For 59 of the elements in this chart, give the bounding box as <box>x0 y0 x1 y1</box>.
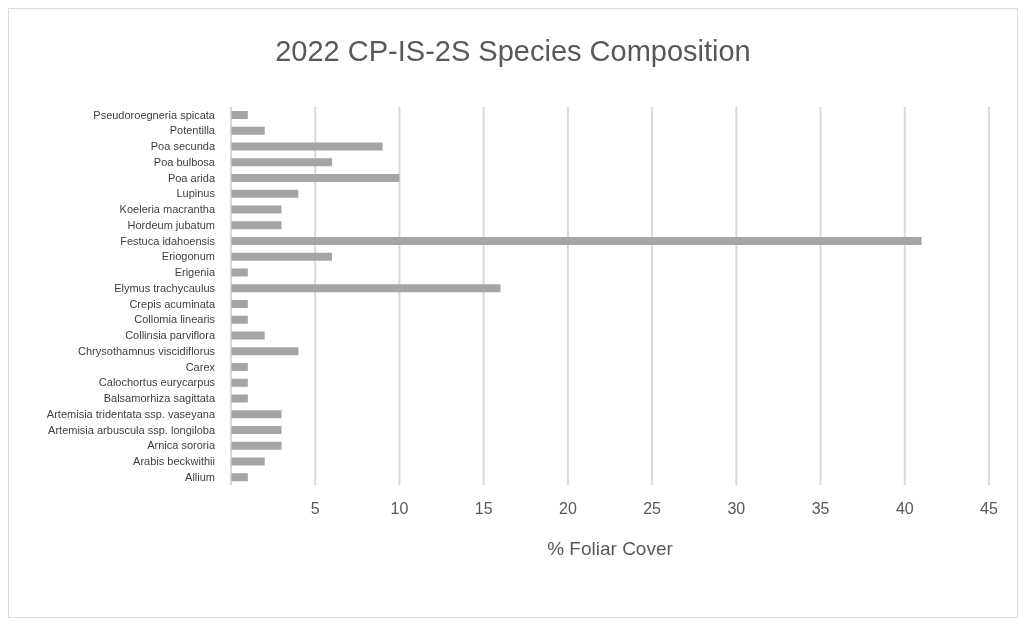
y-tick-label: Artemisia arbuscula ssp. longiloba <box>48 423 216 436</box>
x-tick-label: 45 <box>980 500 998 518</box>
y-tick-label: Poa secunda <box>150 140 216 153</box>
y-tick-label: Artemisia tridentata ssp. vaseyana <box>46 407 216 420</box>
bar <box>231 426 282 434</box>
bar <box>231 174 400 182</box>
x-tick-label: 5 <box>310 500 320 518</box>
y-tick-label: Erigenia <box>174 266 216 279</box>
y-tick-label: Carex <box>185 360 216 373</box>
bar <box>231 378 248 387</box>
y-tick-label: Elymus trachycaulus <box>114 281 216 294</box>
y-tick-label: Hordeum jubatum <box>127 218 215 231</box>
y-tick-label: Poa arida <box>167 171 216 184</box>
x-tick-label: 15 <box>474 500 493 518</box>
y-tick-label: Collinsia parviflora <box>125 329 216 342</box>
y-tick-label: Arnica sororia <box>147 439 216 452</box>
bar <box>231 142 383 151</box>
bar <box>231 221 282 230</box>
bar <box>231 331 265 340</box>
x-axis-title: % Foliar Cover <box>547 538 674 559</box>
y-tick-label: Poa bulbosa <box>153 155 216 168</box>
y-tick-label: Koeleria macrantha <box>119 203 216 216</box>
y-tick-label: Collomia linearis <box>134 313 216 326</box>
bar <box>231 457 265 466</box>
bar <box>231 189 299 198</box>
x-tick-label: 20 <box>558 500 577 518</box>
y-tick-label: Allium <box>185 470 215 483</box>
x-tick-label: 25 <box>643 500 662 518</box>
bar <box>231 284 501 293</box>
bar <box>231 126 265 135</box>
x-tick-label: 35 <box>811 500 830 518</box>
y-tick-label: Potentilla <box>169 124 216 137</box>
bar <box>231 158 333 167</box>
bar <box>231 315 248 324</box>
bar <box>231 237 922 245</box>
x-tick-label: 40 <box>895 500 914 518</box>
bar <box>231 268 248 277</box>
y-tick-label: Pseudoroegneria spicata <box>93 108 216 121</box>
bar <box>231 410 282 419</box>
bar <box>231 347 299 356</box>
y-tick-label: Lupinus <box>176 187 216 200</box>
bar <box>231 473 248 482</box>
chart-title: 2022 CP-IS-2S Species Composition <box>274 34 752 69</box>
x-tick-label: 10 <box>390 500 409 518</box>
y-tick-label: Balsamorhiza sagittata <box>103 392 216 405</box>
y-tick-label: Crepis acuminata <box>129 297 216 310</box>
bar <box>231 300 248 308</box>
x-tick-label: 30 <box>727 500 746 518</box>
bar <box>231 252 333 261</box>
bar <box>231 441 282 450</box>
y-tick-label: Calochortus eurycarpus <box>98 376 216 389</box>
y-tick-label: Eriogonum <box>161 250 215 263</box>
y-tick-label: Arabis beckwithii <box>133 455 215 468</box>
bar <box>231 363 248 371</box>
bar <box>231 111 248 119</box>
bar <box>231 394 248 403</box>
y-tick-label: Festuca idahoensis <box>120 234 216 247</box>
y-tick-label: Chrysothamnus viscidiflorus <box>78 344 216 357</box>
bar <box>231 205 282 214</box>
